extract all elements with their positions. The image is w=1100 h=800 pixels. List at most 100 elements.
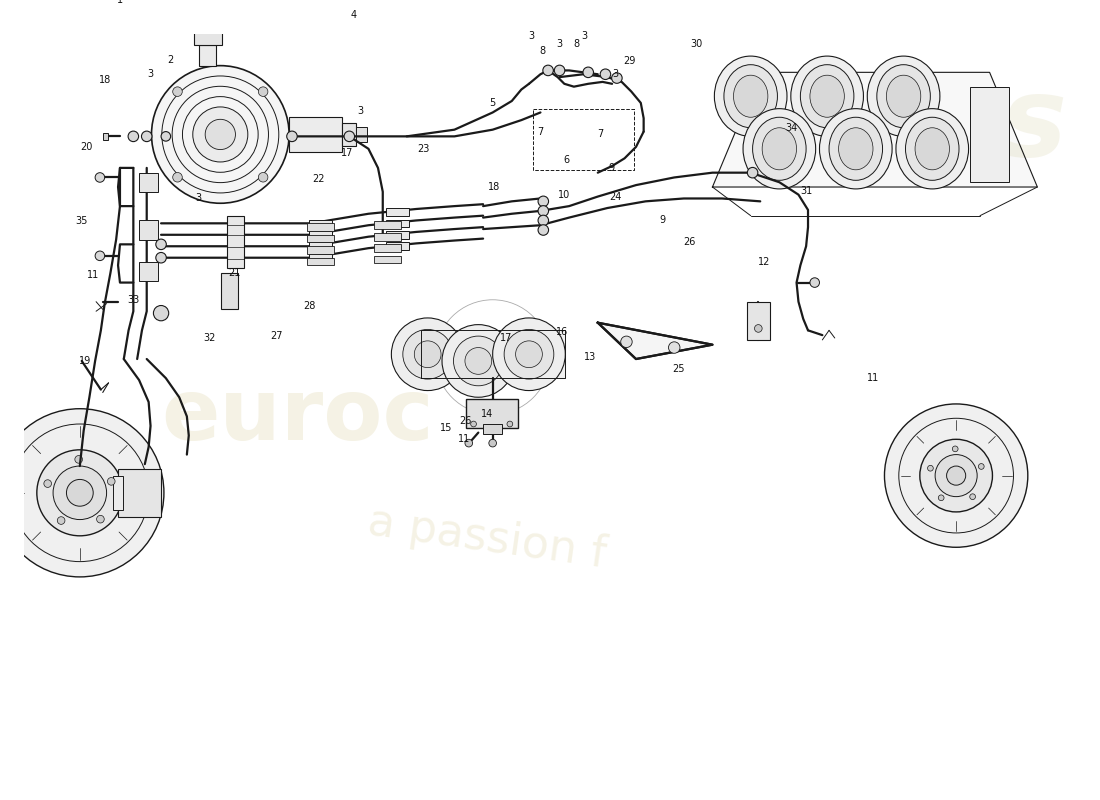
Bar xyxy=(386,231,408,238)
Circle shape xyxy=(465,439,473,447)
Text: a passion f: a passion f xyxy=(365,501,609,577)
Text: 34: 34 xyxy=(785,122,798,133)
Circle shape xyxy=(153,306,168,321)
Ellipse shape xyxy=(820,109,892,189)
Bar xyxy=(374,256,400,263)
Text: 6: 6 xyxy=(563,155,570,166)
Text: 2: 2 xyxy=(167,55,174,65)
Circle shape xyxy=(507,421,513,427)
Circle shape xyxy=(755,325,762,332)
Polygon shape xyxy=(597,322,713,359)
Text: 19: 19 xyxy=(78,356,90,366)
Bar xyxy=(113,476,123,510)
Ellipse shape xyxy=(877,65,931,128)
Bar xyxy=(309,254,332,262)
Bar xyxy=(139,262,158,281)
Circle shape xyxy=(504,330,553,379)
Polygon shape xyxy=(421,330,565,378)
Text: 11: 11 xyxy=(867,373,879,383)
Bar xyxy=(307,234,334,242)
Circle shape xyxy=(927,466,933,471)
Circle shape xyxy=(57,517,65,524)
Circle shape xyxy=(884,404,1027,547)
Bar xyxy=(221,273,239,310)
Circle shape xyxy=(538,206,549,216)
Bar xyxy=(386,219,408,227)
Text: 15: 15 xyxy=(440,423,452,433)
Circle shape xyxy=(128,131,139,142)
Circle shape xyxy=(344,131,354,142)
Circle shape xyxy=(75,455,82,463)
Circle shape xyxy=(970,494,976,499)
Bar xyxy=(309,219,332,227)
Ellipse shape xyxy=(742,109,816,189)
Text: 1: 1 xyxy=(117,0,123,5)
Circle shape xyxy=(554,65,564,76)
Text: 10: 10 xyxy=(558,190,571,200)
Circle shape xyxy=(173,87,183,97)
Circle shape xyxy=(947,466,966,485)
Ellipse shape xyxy=(829,118,882,180)
Circle shape xyxy=(542,65,553,76)
Text: euroc: euroc xyxy=(162,375,434,458)
Circle shape xyxy=(108,478,115,485)
Circle shape xyxy=(669,342,680,354)
Text: 18: 18 xyxy=(488,182,501,192)
Circle shape xyxy=(538,215,549,226)
Text: 9: 9 xyxy=(660,214,666,225)
Circle shape xyxy=(192,107,248,162)
Circle shape xyxy=(258,87,268,97)
Text: 18: 18 xyxy=(99,75,111,85)
Text: 3: 3 xyxy=(581,31,587,41)
Bar xyxy=(309,242,332,250)
Bar xyxy=(386,242,408,250)
Bar xyxy=(309,231,332,238)
Ellipse shape xyxy=(801,65,854,128)
Text: 12: 12 xyxy=(758,257,770,266)
Ellipse shape xyxy=(838,128,873,170)
Circle shape xyxy=(173,173,183,182)
Circle shape xyxy=(152,66,289,203)
Text: 9: 9 xyxy=(608,163,614,173)
Circle shape xyxy=(95,251,104,261)
Text: 22: 22 xyxy=(312,174,324,184)
Bar xyxy=(374,222,400,229)
FancyArrow shape xyxy=(407,0,478,11)
Ellipse shape xyxy=(810,75,845,118)
Ellipse shape xyxy=(887,75,921,118)
Text: 30: 30 xyxy=(690,38,702,49)
Circle shape xyxy=(538,196,549,206)
Bar xyxy=(374,244,400,252)
Text: 23: 23 xyxy=(418,144,430,154)
Text: 8: 8 xyxy=(574,38,580,49)
Ellipse shape xyxy=(867,56,939,136)
Bar xyxy=(970,86,1009,182)
Circle shape xyxy=(287,131,297,142)
Circle shape xyxy=(935,454,977,497)
Text: 13: 13 xyxy=(584,352,596,362)
Text: 16: 16 xyxy=(557,327,569,338)
Text: 33: 33 xyxy=(128,294,140,305)
Circle shape xyxy=(142,131,152,142)
Bar xyxy=(342,123,356,146)
Ellipse shape xyxy=(714,56,786,136)
Circle shape xyxy=(392,318,464,390)
Bar xyxy=(139,173,158,192)
Bar xyxy=(227,216,244,268)
Circle shape xyxy=(978,463,984,470)
Bar xyxy=(139,221,158,239)
Circle shape xyxy=(953,446,958,452)
Circle shape xyxy=(493,318,565,390)
Bar xyxy=(374,233,400,241)
Text: 29: 29 xyxy=(623,56,636,66)
Circle shape xyxy=(516,341,542,368)
Text: 11: 11 xyxy=(87,270,99,280)
Text: 20: 20 xyxy=(80,142,92,152)
Circle shape xyxy=(938,495,944,501)
Circle shape xyxy=(36,450,123,536)
Text: 24: 24 xyxy=(608,191,622,202)
Text: 14: 14 xyxy=(481,410,493,419)
Circle shape xyxy=(601,69,610,79)
Text: 8: 8 xyxy=(539,46,546,56)
Text: 3: 3 xyxy=(557,38,562,49)
